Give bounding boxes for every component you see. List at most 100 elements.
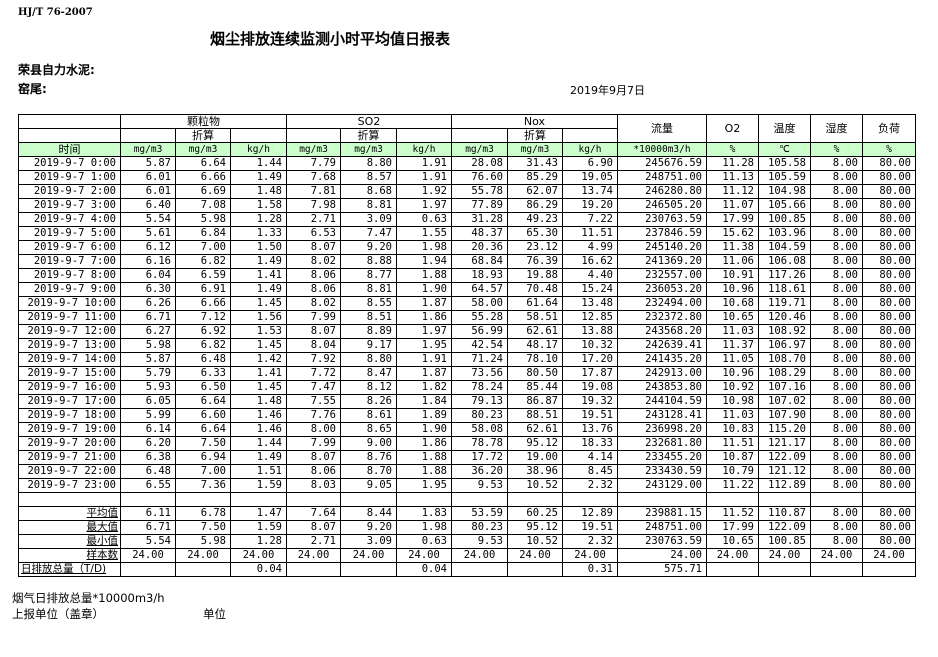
value-cell: 8.04	[286, 338, 341, 353]
value-cell: 78.10	[507, 352, 563, 367]
value-cell: 9.20	[340, 240, 397, 255]
value-cell: 1.89	[396, 408, 452, 423]
unit-cell: mg/m3	[286, 142, 341, 157]
value-cell: 64.57	[451, 282, 508, 297]
value-cell: 1.91	[396, 352, 452, 367]
summary-value: 24.00	[396, 548, 452, 563]
value-cell: 8.00	[810, 408, 863, 423]
header-time: 时间	[18, 142, 121, 157]
value-cell: 19.20	[562, 198, 618, 213]
value-cell: 28.08	[451, 156, 508, 171]
value-cell: 1.49	[230, 450, 287, 465]
table-row: 2019-9-7 2:00 6.01 6.69 1.48 7.81 8.68 1.92 55.…	[18, 184, 916, 199]
summary-value: 6.78	[175, 506, 231, 521]
value-cell: 236998.20	[617, 422, 707, 437]
value-cell: 80.00	[862, 212, 916, 227]
value-cell: 80.00	[862, 408, 916, 423]
value-cell: 78.78	[451, 436, 508, 451]
value-cell: 8.55	[340, 296, 397, 311]
value-cell: 1.92	[396, 184, 452, 199]
summary-value: 1.98	[396, 520, 452, 535]
value-cell: 6.01	[120, 184, 176, 199]
summary-value: 0.04	[396, 562, 452, 577]
value-cell: 11.03	[706, 408, 759, 423]
value-cell: 11.07	[706, 198, 759, 213]
value-cell: 10.52	[507, 478, 563, 493]
value-cell: 243853.80	[617, 380, 707, 395]
value-cell: 1.44	[230, 436, 287, 451]
summary-value: 1.59	[230, 520, 287, 535]
value-cell: 6.40	[120, 198, 176, 213]
unit-cell: mg/m3	[507, 142, 563, 157]
value-cell: 80.00	[862, 366, 916, 381]
value-cell: 121.12	[758, 464, 811, 479]
unit-cell: %	[810, 142, 863, 157]
company-name: 荣县自力水泥:	[18, 63, 95, 77]
time-cell: 2019-9-7 8:00	[18, 268, 121, 283]
value-cell: 6.48	[175, 352, 231, 367]
time-cell: 2019-9-7 1:00	[18, 170, 121, 185]
value-cell: 80.00	[862, 422, 916, 437]
value-cell: 10.79	[706, 464, 759, 479]
value-cell: 242639.41	[617, 338, 707, 353]
value-cell: 8.03	[286, 478, 341, 493]
value-cell: 11.03	[706, 324, 759, 339]
value-cell: 61.64	[507, 296, 563, 311]
value-cell: 11.13	[706, 170, 759, 185]
value-cell: 1.45	[230, 338, 287, 353]
value-cell: 115.20	[758, 422, 811, 437]
value-cell: 8.81	[340, 198, 397, 213]
value-cell: 4.14	[562, 450, 618, 465]
table-row: 2019-9-7 5:00 5.61 6.84 1.33 6.53 7.47 1.55 48.…	[18, 226, 916, 241]
value-cell: 8.00	[810, 184, 863, 199]
value-cell: 242913.00	[617, 366, 707, 381]
table-row: 2019-9-7 15:00 5.79 6.33 1.41 7.72 8.47 1.87 73…	[18, 366, 916, 381]
value-cell: 7.00	[175, 240, 231, 255]
value-cell: 79.13	[451, 394, 508, 409]
summary-value: 575.71	[617, 562, 707, 577]
value-cell: 80.23	[451, 408, 508, 423]
value-cell: 1.87	[396, 296, 452, 311]
value-cell: 241369.20	[617, 254, 707, 269]
value-cell: 7.00	[175, 464, 231, 479]
value-cell: 1.90	[396, 422, 452, 437]
value-cell: 1.45	[230, 296, 287, 311]
value-cell: 8.00	[810, 198, 863, 213]
time-cell: 2019-9-7 7:00	[18, 254, 121, 269]
unit-cell: kg/h	[562, 142, 618, 157]
value-cell: 6.91	[175, 282, 231, 297]
value-cell: 17.87	[562, 366, 618, 381]
table-row: 2019-9-7 17:00 6.05 6.64 1.48 7.55 8.26 1.84 79…	[18, 394, 916, 409]
summary-value: 24.00	[810, 548, 863, 563]
value-cell: 6.20	[120, 436, 176, 451]
value-cell: 80.00	[862, 156, 916, 171]
value-cell: 1.97	[396, 324, 452, 339]
summary-value: 0.04	[230, 562, 287, 577]
table-row: 2019-9-7 19:00 6.14 6.64 1.46 8.00 8.65 1.90 58…	[18, 422, 916, 437]
header-converted: 折算	[507, 128, 563, 143]
value-cell: 10.65	[706, 310, 759, 325]
time-cell: 2019-9-7 21:00	[18, 450, 121, 465]
value-cell: 36.20	[451, 464, 508, 479]
value-cell: 1.55	[396, 226, 452, 241]
summary-value: 6.71	[120, 520, 176, 535]
value-cell: 104.59	[758, 240, 811, 255]
time-cell: 2019-9-7 14:00	[18, 352, 121, 367]
time-cell: 2019-9-7 17:00	[18, 394, 121, 409]
value-cell: 8.61	[340, 408, 397, 423]
value-cell: 6.04	[120, 268, 176, 283]
summary-value: 9.20	[340, 520, 397, 535]
value-cell: 8.06	[286, 268, 341, 283]
value-cell: 9.05	[340, 478, 397, 493]
value-cell: 1.91	[396, 170, 452, 185]
value-cell: 120.46	[758, 310, 811, 325]
value-cell: 106.08	[758, 254, 811, 269]
value-cell: 8.00	[810, 324, 863, 339]
value-cell: 8.00	[810, 338, 863, 353]
summary-value: 24.00	[507, 548, 563, 563]
value-cell: 5.79	[120, 366, 176, 381]
value-cell: 233430.59	[617, 464, 707, 479]
value-cell: 230763.59	[617, 212, 707, 227]
value-cell: 8.77	[340, 268, 397, 283]
value-cell: 1.42	[230, 352, 287, 367]
